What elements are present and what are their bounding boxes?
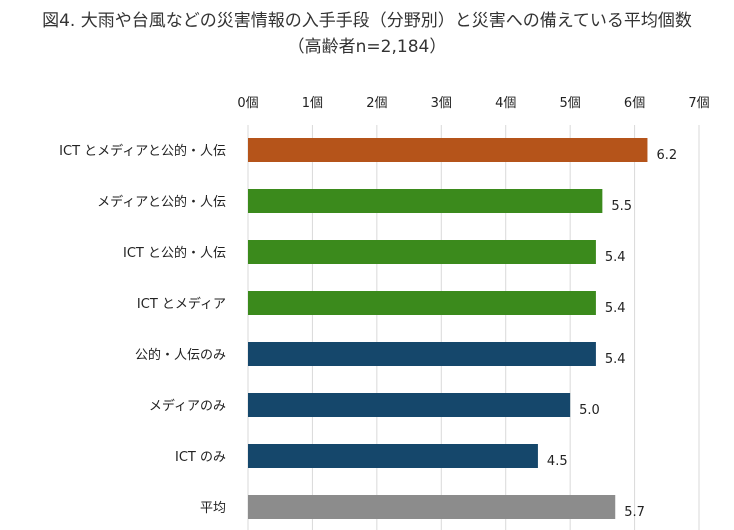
bar <box>248 189 603 213</box>
data-label: 5.4 <box>605 301 626 316</box>
data-label: 5.0 <box>579 403 600 418</box>
category-label: ICT と公的・人伝 <box>123 245 226 261</box>
x-tick-label: 5個 <box>560 96 581 111</box>
bar <box>248 342 596 366</box>
data-label: 5.4 <box>605 250 626 265</box>
x-tick-label: 1個 <box>302 96 323 111</box>
x-tick-label: 4個 <box>495 96 516 111</box>
bar <box>248 138 648 162</box>
bar <box>248 291 596 315</box>
category-label: ICT のみ <box>175 450 226 465</box>
x-tick-label: 0個 <box>237 96 258 111</box>
data-label: 5.5 <box>611 199 632 214</box>
bar <box>248 495 616 519</box>
category-label: 平均 <box>200 501 226 516</box>
x-tick-label: 2個 <box>366 96 387 111</box>
bar <box>248 393 571 417</box>
bar <box>248 444 538 468</box>
data-label: 5.7 <box>624 505 645 520</box>
category-label: ICT とメディアと公的・人伝 <box>59 143 226 159</box>
chart-title: 図4. 大雨や台風などの災害情報の入手手段（分野別）と災害への備えている平均個数 <box>42 11 692 31</box>
category-label: ICT とメディア <box>137 296 226 312</box>
data-label: 5.4 <box>605 352 626 367</box>
chart-subtitle: （高齢者n=2,184） <box>287 37 447 57</box>
category-label: 公的・人伝のみ <box>135 347 226 363</box>
data-label: 4.5 <box>547 454 568 469</box>
x-tick-label: 3個 <box>431 96 452 111</box>
data-label: 6.2 <box>656 148 677 163</box>
bar <box>248 240 596 264</box>
category-label: メディアのみ <box>149 398 226 414</box>
x-tick-label: 7個 <box>688 96 709 111</box>
x-tick-label: 6個 <box>624 96 645 111</box>
category-label: メディアと公的・人伝 <box>97 194 226 210</box>
